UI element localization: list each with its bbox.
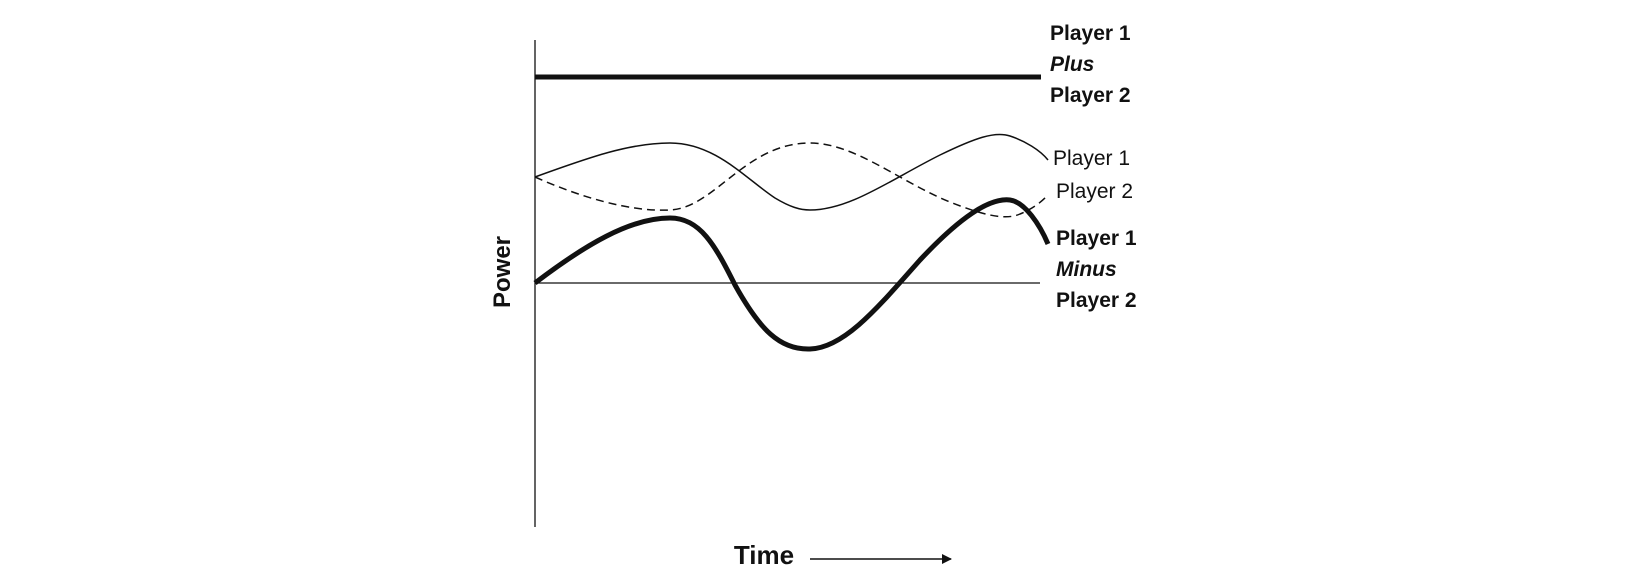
difference-curve <box>533 197 1051 352</box>
player2-label: Player 2 <box>1056 180 1133 203</box>
x-axis-label: Time <box>734 540 794 570</box>
player1-curve <box>534 133 1049 211</box>
player2-curve <box>534 142 1047 218</box>
difference-label-line2: Player 2 <box>1056 289 1137 312</box>
sum-label-operator: Plus <box>1050 53 1094 76</box>
sum-label-line2: Player 2 <box>1050 84 1131 107</box>
difference-label-line1: Player 1 <box>1056 227 1137 250</box>
sum-label-line1: Player 1 <box>1050 22 1131 45</box>
difference-label-operator: Minus <box>1056 258 1117 281</box>
y-axis-label: Power <box>489 236 516 308</box>
player1-label: Player 1 <box>1053 147 1130 170</box>
